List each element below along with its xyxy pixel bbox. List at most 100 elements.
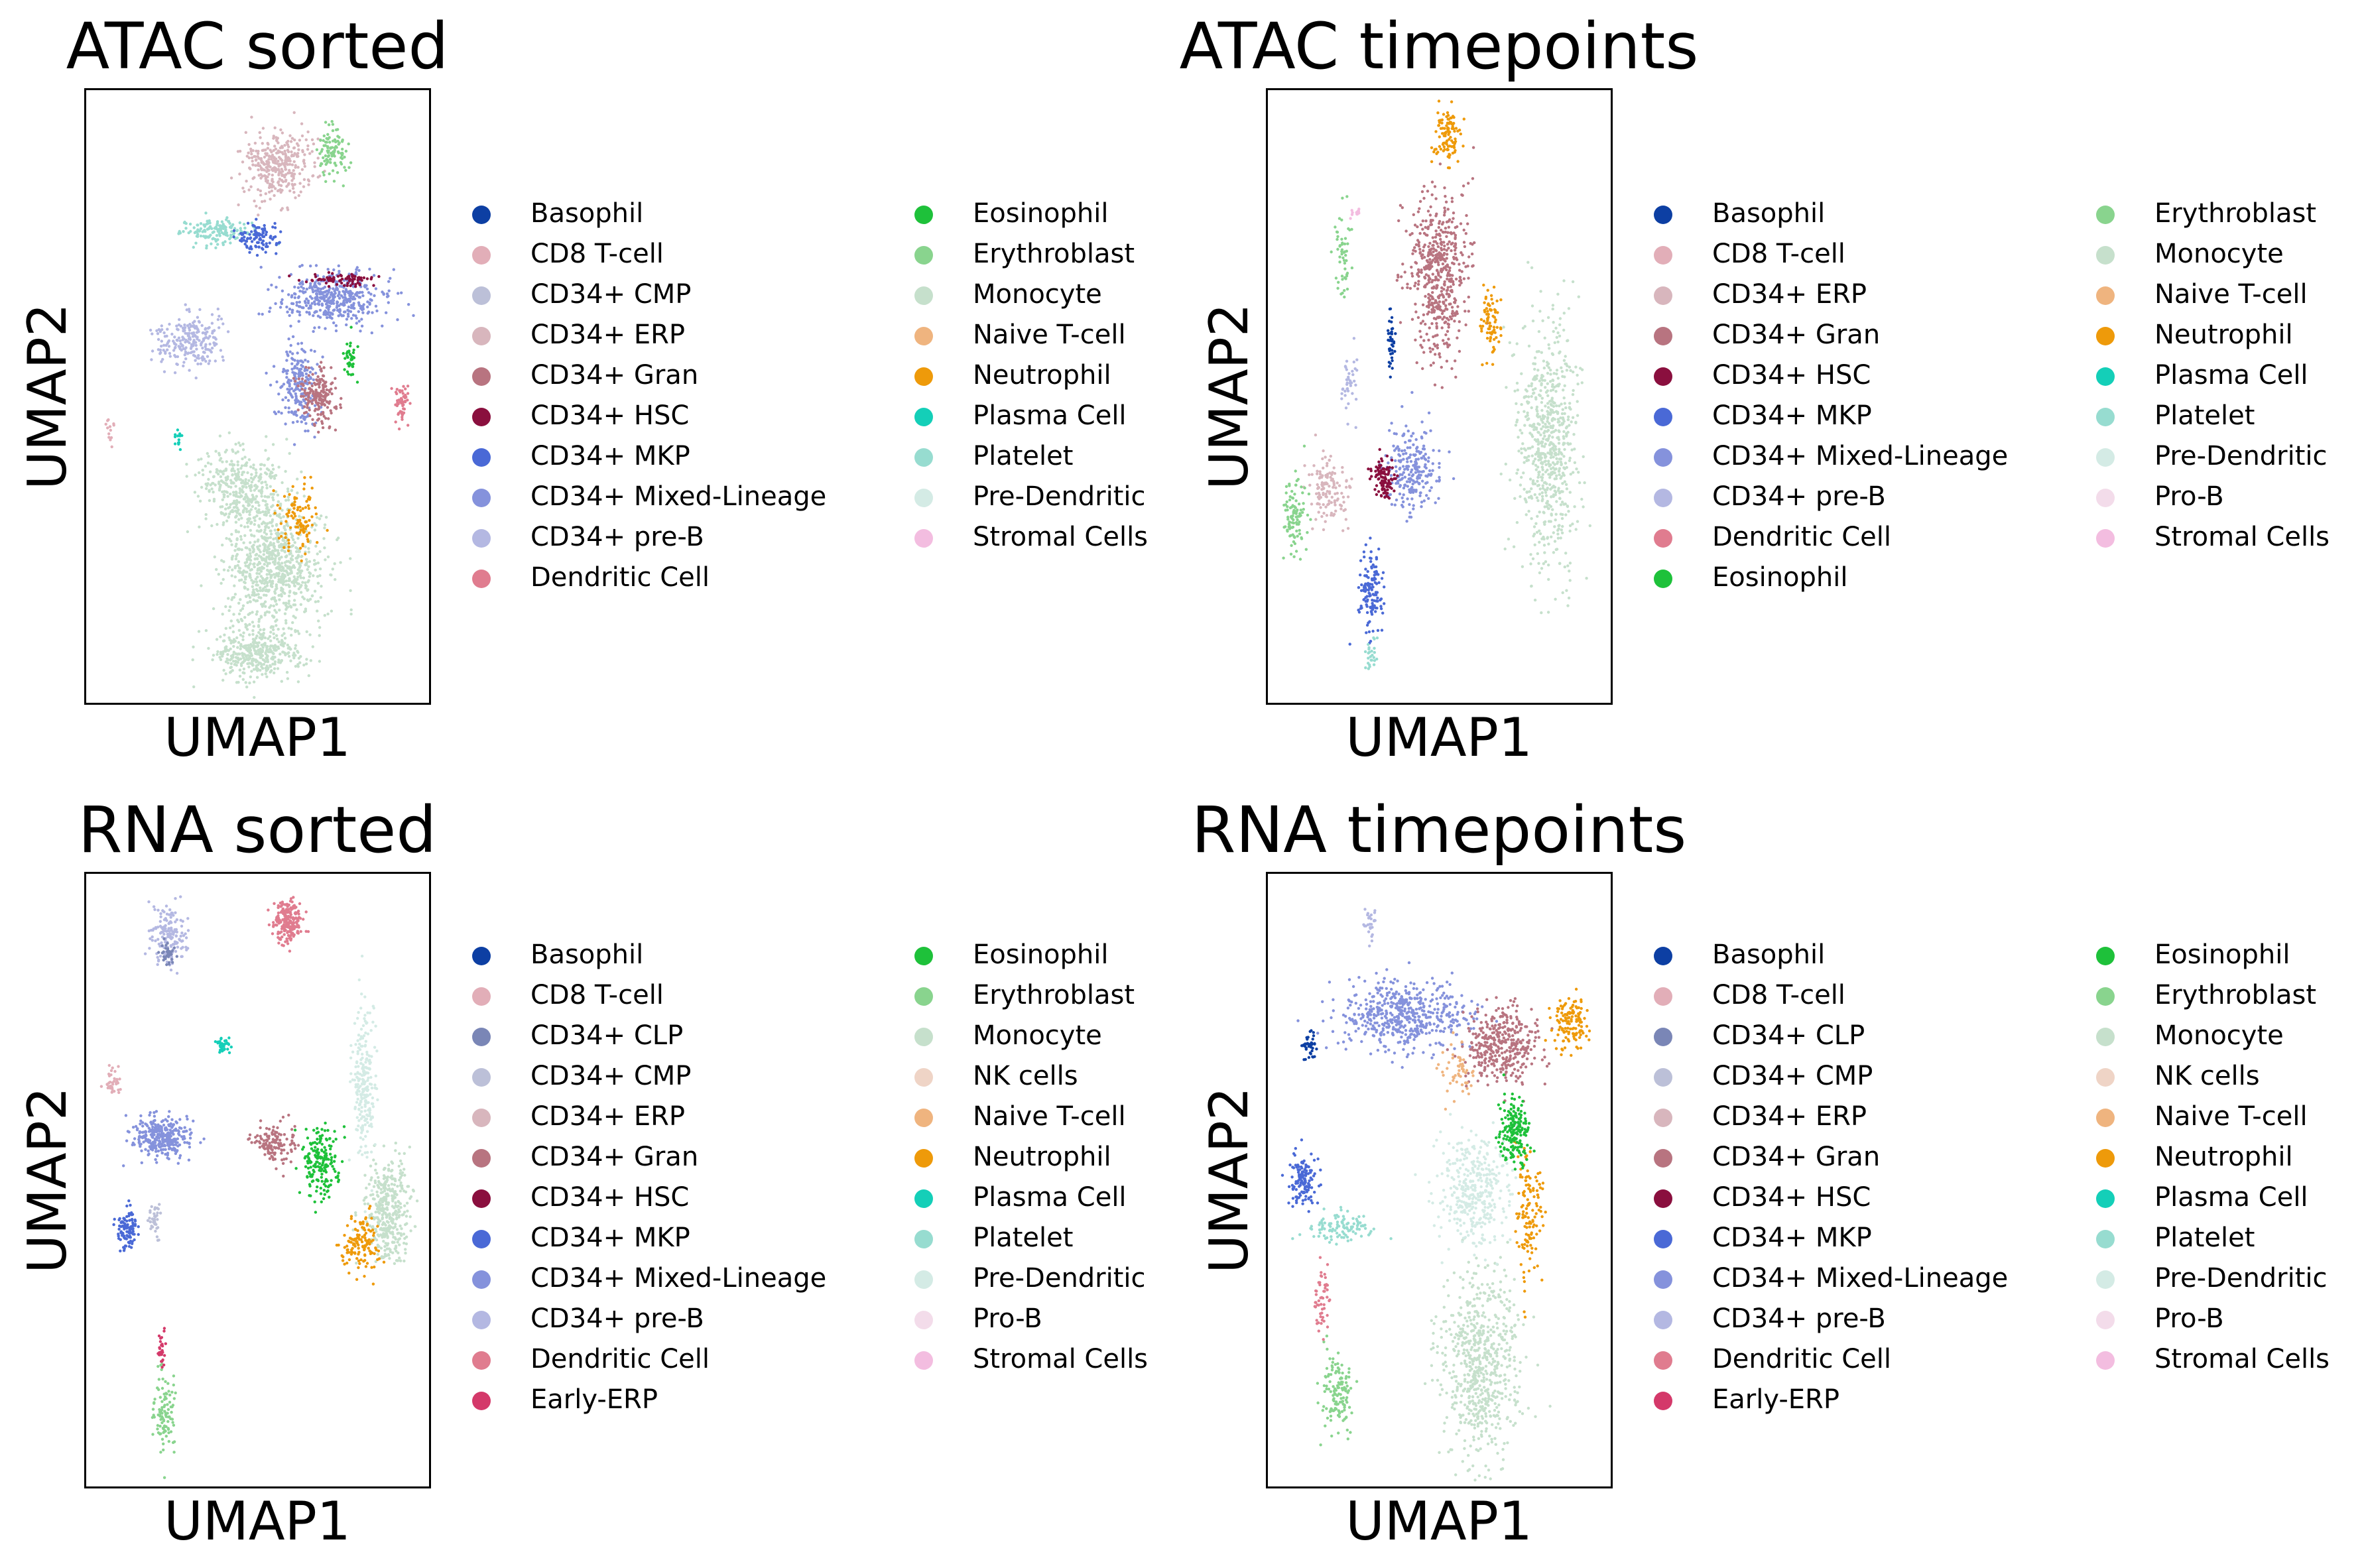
scatter-point (1445, 257, 1448, 260)
scatter-point (1445, 292, 1448, 296)
scatter-point (1443, 148, 1446, 151)
scatter-point (265, 584, 269, 587)
scatter-point (351, 277, 355, 280)
scatter-point (395, 392, 399, 396)
scatter-point (259, 189, 263, 193)
scatter-point (282, 383, 286, 386)
scatter-point (1558, 334, 1562, 337)
scatter-point (1454, 243, 1458, 247)
scatter-point (1549, 505, 1553, 509)
scatter-point (316, 363, 319, 366)
scatter-point (1452, 144, 1456, 148)
scatter-point (1410, 272, 1414, 275)
scatter-point (1431, 272, 1434, 276)
scatter-point (167, 339, 171, 343)
scatter-point (282, 174, 285, 177)
scatter-point (313, 395, 316, 398)
scatter-point (395, 404, 399, 408)
scatter-point (304, 138, 308, 141)
scatter-point (344, 168, 347, 172)
scatter-point (1461, 194, 1464, 197)
scatter-point (1540, 441, 1544, 444)
scatter-point (251, 644, 254, 648)
scatter-point (1533, 457, 1537, 461)
scatter-point (227, 485, 230, 488)
legend-label: CD34+ MKP (530, 441, 690, 471)
scatter-point (277, 540, 280, 544)
scatter-point (1519, 428, 1522, 432)
scatter-point (324, 327, 327, 330)
scatter-point (290, 311, 294, 314)
scatter-point (1450, 196, 1454, 200)
scatter-point (1519, 483, 1523, 487)
scatter-point (1540, 400, 1544, 404)
scatter-point (263, 613, 267, 617)
scatter-point (247, 188, 251, 192)
scatter-point (200, 342, 203, 345)
legend-label: Erythroblast (973, 239, 1135, 269)
scatter-point (232, 644, 235, 648)
scatter-point (279, 652, 282, 656)
scatter-point (267, 164, 270, 168)
scatter-point (280, 298, 284, 302)
scatter-point (1427, 280, 1431, 284)
scatter-point (1434, 255, 1438, 259)
scatter-point (218, 452, 221, 455)
scatter-point (228, 626, 232, 630)
scatter-point (387, 289, 391, 292)
scatter-point (1447, 323, 1451, 326)
scatter-point (1419, 223, 1422, 227)
scatter-point (239, 444, 242, 447)
scatter-point (219, 635, 222, 638)
scatter-point (184, 227, 188, 230)
scatter-point (229, 479, 233, 482)
scatter-point (323, 546, 326, 550)
scatter-point (296, 144, 300, 147)
scatter-point (1453, 129, 1456, 133)
scatter-point (340, 277, 344, 280)
scatter-point (296, 359, 300, 363)
scatter-point (349, 341, 352, 345)
scatter-point (265, 539, 269, 543)
scatter-point (1559, 513, 1562, 516)
scatter-point (342, 300, 345, 304)
scatter-point (304, 662, 308, 666)
scatter-point (276, 503, 279, 507)
scatter-point (245, 485, 248, 489)
scatter-point (312, 378, 315, 381)
scatter-point (268, 634, 272, 638)
scatter-point (304, 581, 307, 585)
scatter-point (1560, 501, 1564, 504)
scatter-point (257, 479, 261, 483)
scatter-point (292, 146, 296, 150)
scatter-point (180, 434, 184, 438)
scatter-point (239, 657, 243, 660)
scatter-point (329, 316, 332, 320)
scatter-point (309, 282, 312, 285)
scatter-point (275, 286, 278, 289)
scatter-point (346, 275, 349, 279)
scatter-point (272, 604, 275, 608)
scatter-point (196, 328, 199, 331)
scatter-point (314, 284, 317, 288)
scatter-point (1558, 420, 1561, 424)
scatter-point (235, 499, 239, 503)
scatter-point (1564, 461, 1568, 465)
scatter-point (1563, 412, 1566, 415)
scatter-point (1438, 219, 1442, 223)
scatter-point (336, 300, 339, 304)
scatter-point (324, 416, 328, 420)
scatter-point (1524, 394, 1528, 398)
scatter-point (1574, 420, 1578, 424)
scatter-point (351, 351, 355, 355)
scatter-point (277, 172, 280, 175)
scatter-point (225, 503, 229, 506)
scatter-point (356, 345, 359, 348)
cluster-points (288, 271, 381, 288)
scatter-point (363, 284, 366, 288)
scatter-point (1445, 359, 1449, 363)
scatter-point (308, 381, 311, 385)
scatter-point (1423, 255, 1426, 259)
scatter-point (265, 675, 269, 678)
scatter-point (1428, 258, 1432, 261)
